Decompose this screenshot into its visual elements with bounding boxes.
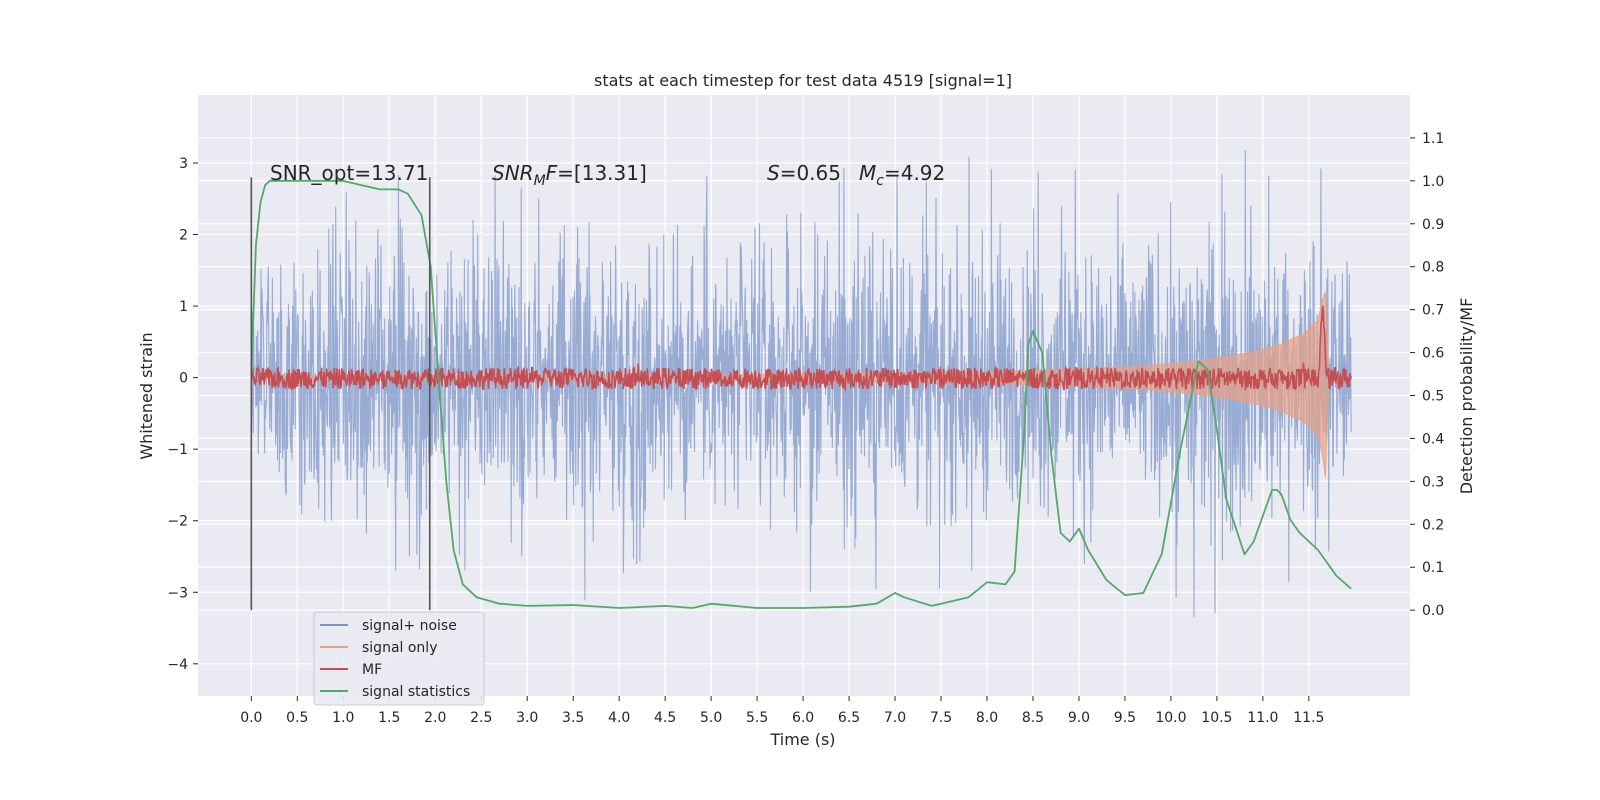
y2-tick-label-8: 0.8 [1422, 260, 1444, 276]
y-axis-label: Whitened strain [137, 332, 156, 459]
series-signal-noise-line [250, 149, 1352, 618]
x-axis-ticks: 0.0 0.5 1.0 1.5 2.0 2.5 3.0 3.5 4.0 4.5 5.0 5.5 6.0 6… [240, 696, 1324, 726]
y2-tick-label-9: 0.9 [1422, 217, 1444, 233]
series-mf-line [250, 305, 1352, 392]
x-tick-label-8: 4.0 [608, 710, 630, 726]
annotation-mc-value: Mc=4.92 [859, 161, 945, 189]
x-tick-label-12: 6.0 [792, 710, 814, 726]
legend-label-2: MF [362, 662, 382, 678]
x-tick-label-13: 6.5 [838, 710, 860, 726]
x-tick-label-16: 8.0 [976, 710, 998, 726]
legend-label-1: signal only [362, 640, 437, 656]
x-tick-label-10: 5.0 [700, 710, 722, 726]
series-layer [250, 149, 1352, 618]
x-tick-label-19: 9.5 [1114, 710, 1136, 726]
x-tick-label-4: 2.0 [424, 710, 446, 726]
x-tick-label-0: 0.0 [240, 710, 262, 726]
x-tick-label-6: 3.0 [516, 710, 538, 726]
x-tick-label-14: 7.0 [884, 710, 906, 726]
y2-tick-label-0: 0.0 [1422, 603, 1444, 619]
y2-tick-label-5: 0.5 [1422, 389, 1444, 405]
x-tick-label-9: 4.5 [654, 710, 676, 726]
y2-axis-ticks: 0.0 0.1 0.2 0.3 0.4 0.5 0.6 0.7 0.8 0.9 1.0 1.1 [1410, 131, 1444, 619]
y2-tick-label-3: 0.3 [1422, 474, 1444, 490]
y-tick-label-6: 2 [179, 228, 188, 244]
series-signal-statistics-line [250, 180, 1352, 609]
x-tick-label-23: 11.5 [1293, 710, 1324, 726]
y-tick-label-3: −1 [167, 442, 188, 458]
annotation-snr-mf: SNRMF=[13.31] [492, 161, 647, 189]
y-tick-label-1: −3 [167, 585, 188, 601]
y-axis-ticks: −4 −3 −2 −1 0 1 2 3 [167, 156, 198, 673]
x-axis-label: Time (s) [769, 730, 835, 749]
x-tick-label-18: 9.0 [1068, 710, 1090, 726]
y-tick-label-0: −4 [167, 657, 188, 673]
annotation-s-value: S=0.65 [767, 161, 841, 185]
annotations: SNR_opt=13.71 SNRMF=[13.31] S=0.65 Mc=4.92 [270, 161, 945, 189]
y-tick-label-7: 3 [179, 156, 188, 172]
y2-tick-label-2: 0.2 [1422, 517, 1444, 533]
marker-lines [250, 177, 431, 611]
y2-tick-label-4: 0.4 [1422, 431, 1444, 447]
y2-tick-label-11: 1.1 [1422, 131, 1444, 147]
x-tick-label-7: 3.5 [562, 710, 584, 726]
y2-tick-label-6: 0.6 [1422, 346, 1444, 362]
chart-title: stats at each timestep for test data 451… [594, 71, 1012, 90]
y-tick-label-2: −2 [167, 514, 188, 530]
y2-tick-label-10: 1.0 [1422, 174, 1444, 190]
legend-label-3: signal statistics [362, 684, 470, 700]
x-tick-label-5: 2.5 [470, 710, 492, 726]
x-tick-label-22: 11.0 [1247, 710, 1278, 726]
x-tick-label-2: 1.0 [332, 710, 354, 726]
y-tick-label-5: 1 [179, 299, 188, 315]
y2-tick-label-7: 0.7 [1422, 303, 1444, 319]
legend-box [313, 611, 485, 706]
x-tick-label-11: 5.5 [746, 710, 768, 726]
x-tick-label-21: 10.5 [1201, 710, 1232, 726]
x-tick-label-15: 7.5 [930, 710, 952, 726]
x-tick-label-17: 8.5 [1022, 710, 1044, 726]
y2-axis-label: Detection probability/MF [1457, 298, 1476, 495]
x-tick-label-3: 1.5 [378, 710, 400, 726]
annotation-snr-opt: SNR_opt=13.71 [270, 161, 428, 185]
x-tick-label-1: 0.5 [286, 710, 308, 726]
legend-label-0: signal+ noise [362, 618, 457, 634]
y-tick-label-4: 0 [179, 371, 188, 387]
legend: signal+ noise signal only MF signal statist… [313, 611, 485, 706]
x-tick-label-20: 10.0 [1155, 710, 1186, 726]
y2-tick-label-1: 0.1 [1422, 560, 1444, 576]
